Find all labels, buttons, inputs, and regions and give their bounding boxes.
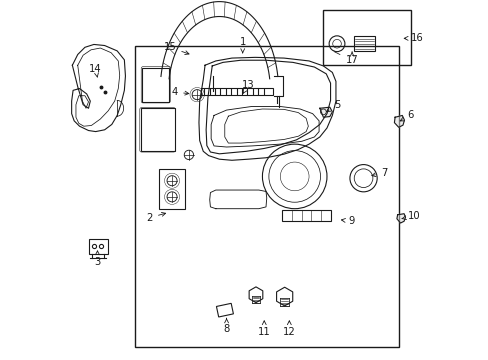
- Bar: [353, 36, 375, 51]
- Text: 13: 13: [241, 80, 254, 93]
- Bar: [88, 239, 108, 253]
- Bar: [159, 169, 184, 209]
- Polygon shape: [319, 107, 332, 117]
- Bar: [201, 88, 273, 95]
- Text: 16: 16: [404, 33, 423, 43]
- Bar: [282, 210, 330, 221]
- Text: 15: 15: [163, 42, 189, 54]
- Bar: [135, 45, 398, 347]
- Text: 2: 2: [146, 212, 165, 222]
- Text: 4: 4: [172, 87, 188, 97]
- Text: 7: 7: [371, 168, 386, 178]
- Bar: [216, 303, 233, 317]
- Text: 5: 5: [326, 100, 340, 112]
- Text: 1: 1: [239, 37, 245, 53]
- Bar: [142, 68, 169, 102]
- Text: 3: 3: [94, 251, 101, 267]
- Text: 9: 9: [341, 216, 354, 226]
- Text: 8: 8: [223, 318, 229, 334]
- Text: 14: 14: [89, 64, 102, 77]
- Text: 12: 12: [283, 321, 295, 337]
- Text: 11: 11: [257, 321, 270, 337]
- Bar: [323, 10, 410, 65]
- Polygon shape: [396, 214, 405, 223]
- Text: 6: 6: [399, 111, 413, 121]
- Text: 17: 17: [345, 52, 358, 65]
- Polygon shape: [394, 116, 404, 127]
- Bar: [140, 108, 174, 151]
- Text: 10: 10: [401, 211, 419, 221]
